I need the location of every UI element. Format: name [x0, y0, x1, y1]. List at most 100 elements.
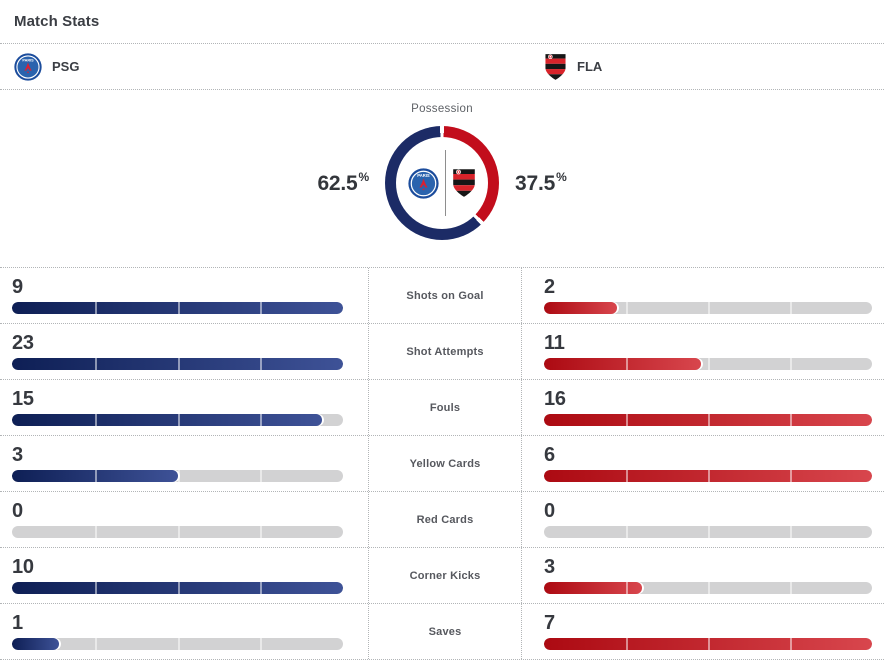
fla-crest-icon: [544, 53, 567, 81]
bar-segment-separator: [708, 414, 710, 426]
possession-chart-row: 62.5% 37.5%: [0, 126, 884, 240]
home-stat-cell: 1: [0, 604, 368, 659]
stat-label-cell: Saves: [368, 604, 522, 659]
bar-segment-separator: [260, 302, 263, 314]
stat-label: Shot Attempts: [406, 345, 484, 358]
away-stat-value: 6: [544, 444, 555, 466]
team-header-row: PSG FLA: [0, 44, 884, 90]
away-stat-value: 16: [544, 388, 566, 410]
stat-label-cell: Fouls: [368, 380, 522, 435]
stat-row: 3 Yellow Cards 6: [0, 436, 884, 492]
stat-label-cell: Corner Kicks: [368, 548, 522, 603]
home-stat-cell: 23: [0, 324, 368, 379]
stat-label: Saves: [428, 625, 462, 638]
bar-segment-separator: [260, 582, 263, 594]
bar-segment-separator: [626, 358, 628, 370]
bar-segment-separator: [94, 470, 97, 482]
bar-segment-separator: [708, 302, 710, 314]
bar-segment-separator: [260, 526, 263, 538]
bar-segment-separator: [260, 358, 263, 370]
bar-segment-separator: [260, 470, 263, 482]
bar-segment-separator: [94, 638, 97, 650]
stat-label-cell: Shot Attempts: [368, 324, 522, 379]
home-stat-value: 9: [12, 276, 23, 298]
stat-row: 9 Shots on Goal 2: [0, 268, 884, 324]
bar-segment-separator: [708, 526, 710, 538]
stat-label: Fouls: [429, 401, 461, 414]
bar-segment-separator: [94, 582, 97, 594]
possession-donut: [385, 126, 499, 240]
bar-segment-separator: [177, 526, 180, 538]
stat-label: Shots on Goal: [406, 289, 484, 302]
stat-bar: [544, 358, 872, 370]
home-possession-value: 62.5: [317, 171, 358, 195]
away-possession-value: 37.5: [515, 171, 556, 195]
stat-bar: [12, 414, 343, 426]
stat-label: Corner Kicks: [409, 569, 481, 582]
bar-segment-separator: [626, 414, 628, 426]
away-possession-pct: 37.5%: [515, 169, 567, 196]
bar-segment-separator: [177, 302, 180, 314]
home-stat-value: 0: [12, 500, 23, 522]
stat-bar-fill: [544, 582, 643, 594]
possession-donut-center: [396, 137, 488, 229]
away-possession-unit: %: [556, 169, 567, 184]
bar-segment-separator: [260, 638, 263, 650]
home-stat-cell: 15: [0, 380, 368, 435]
bar-segment-separator: [708, 582, 710, 594]
bar-segment-separator: [790, 302, 792, 314]
stat-bar-fill: [12, 414, 323, 426]
stat-row: 23 Shot Attempts 11: [0, 324, 884, 380]
stat-bar: [12, 302, 343, 314]
stat-label-cell: Yellow Cards: [368, 436, 522, 491]
panel-header: Match Stats: [0, 0, 884, 44]
stats-grid: 9 Shots on Goal 2 23 Shot Attempts 11 15 Fouls 1…: [0, 267, 884, 660]
home-stat-cell: 0: [0, 492, 368, 547]
bar-segment-separator: [790, 582, 792, 594]
home-stat-cell: 10: [0, 548, 368, 603]
bar-segment-separator: [626, 302, 628, 314]
bar-segment-separator: [626, 582, 628, 594]
home-stat-value: 23: [12, 332, 34, 354]
bar-segment-separator: [626, 526, 628, 538]
stat-bar-fill: [544, 302, 617, 314]
bar-segment-separator: [177, 414, 180, 426]
away-stat-cell: 0: [522, 492, 884, 547]
home-stat-cell: 3: [0, 436, 368, 491]
psg-crest-icon: [408, 168, 439, 199]
away-stat-value: 11: [544, 332, 565, 354]
bar-segment-separator: [94, 302, 97, 314]
stat-bar: [544, 638, 872, 650]
stat-row: 1 Saves 7: [0, 604, 884, 660]
home-team: PSG: [0, 53, 368, 81]
bar-segment-separator: [708, 638, 710, 650]
bar-segment-separator: [708, 358, 710, 370]
bar-segment-separator: [177, 582, 180, 594]
home-stat-value: 10: [12, 556, 34, 578]
home-team-abbr: PSG: [52, 59, 80, 74]
bar-segment-separator: [626, 470, 628, 482]
bar-segment-separator: [177, 470, 180, 482]
stat-bar: [544, 302, 872, 314]
home-stat-value: 15: [12, 388, 34, 410]
stat-bar: [12, 582, 343, 594]
away-stat-value: 2: [544, 276, 555, 298]
stat-row: 10 Corner Kicks 3: [0, 548, 884, 604]
stat-bar: [544, 526, 872, 538]
stat-bar: [544, 582, 872, 594]
stat-bar: [12, 470, 343, 482]
away-stat-value: 7: [544, 612, 555, 634]
bar-segment-separator: [94, 414, 97, 426]
stat-label: Yellow Cards: [409, 457, 481, 470]
away-stat-cell: 2: [522, 268, 884, 323]
away-stat-cell: 11: [522, 324, 884, 379]
stat-bar-fill: [12, 638, 60, 650]
away-team: FLA: [522, 53, 884, 81]
away-stat-cell: 7: [522, 604, 884, 659]
donut-divider-line: [445, 150, 446, 216]
stat-label-cell: Shots on Goal: [368, 268, 522, 323]
bar-segment-separator: [177, 638, 180, 650]
bar-segment-separator: [260, 414, 263, 426]
stat-bar: [544, 470, 872, 482]
bar-segment-separator: [790, 526, 792, 538]
